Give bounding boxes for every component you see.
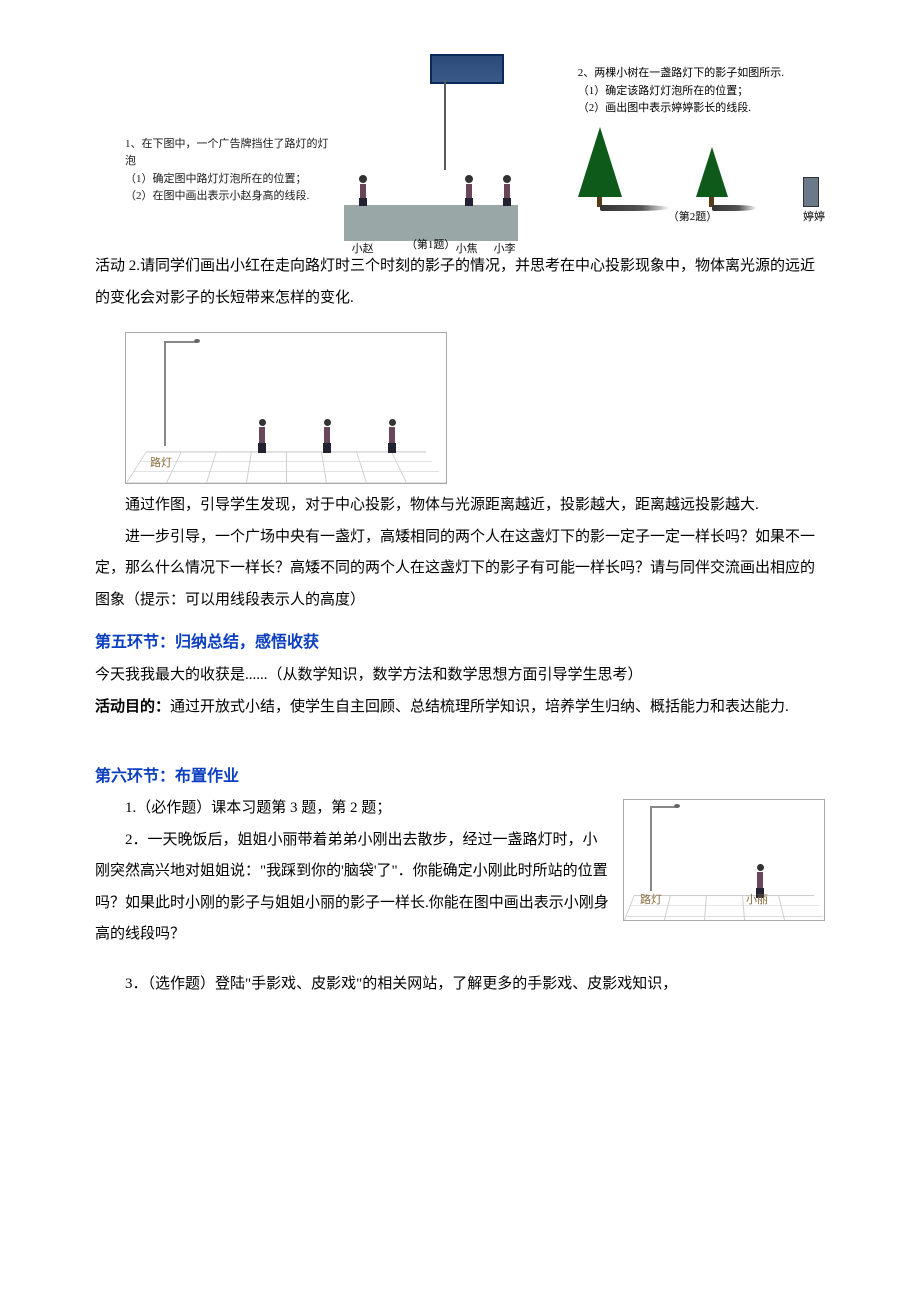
- prob2-line2: （1）确定该路灯灯泡所在的位置；: [578, 83, 798, 101]
- label-xiaoli: 小丽: [746, 889, 768, 912]
- sec5-line1: 今天我我最大的收获是......（从数学知识，数学方法和数学思想方面引导学生思考…: [95, 660, 825, 692]
- summary-para-2: 进一步引导，一个广场中央有一盏灯，高矮相同的两个人在这盏灯下的影一定子一定一样长…: [95, 522, 825, 617]
- streetlamp-small-icon: [650, 806, 652, 891]
- tree-large-icon: [578, 127, 622, 207]
- figure-2: 2、两棵小树在一盏路灯下的影子如图所示. （1）确定该路灯灯泡所在的位置； （2…: [578, 71, 825, 241]
- prob2-line3: （2）画出图中表示婷婷影长的线段.: [578, 100, 798, 118]
- figure-1-caption: （第1题）: [344, 234, 518, 257]
- homework-wrap: 1.（必作题）课本习题第 3 题，第 2 题； 2．一天晚饭后，姐姐小丽带着弟弟…: [95, 793, 825, 951]
- spacer-2: [95, 951, 825, 969]
- billboard-icon: [430, 54, 504, 84]
- shadow-2-icon: [712, 205, 757, 211]
- walker-2-icon: [321, 419, 333, 453]
- goal-text: 通过开放式小结，使学生自主回顾、总结梳理所学知识，培养学生归纳、概括能力和表达能…: [170, 699, 789, 715]
- summary-para-1: 通过作图，引导学生发现，对于中心投影，物体与光源距离越近，投影越大，距离越远投影…: [95, 490, 825, 522]
- hw-2: 2．一天晚饭后，姐姐小丽带着弟弟小刚出去散步，经过一盏路灯时，小刚突然高兴地对姐…: [95, 825, 609, 951]
- figure-walk: 路灯: [125, 332, 447, 484]
- figure-1: 小赵 小焦 小李 （第1题）: [344, 60, 518, 241]
- walker-1-icon: [256, 419, 268, 453]
- homework-text: 1.（必作题）课本习题第 3 题，第 2 题； 2．一天晚饭后，姐姐小丽带着弟弟…: [95, 793, 609, 951]
- goal-label: 活动目的：: [95, 698, 170, 715]
- figure-2-caption: （第2题）: [668, 206, 718, 229]
- spacer: [95, 724, 825, 750]
- prob1-line2: （1）确定图中路灯灯泡所在的位置；: [125, 171, 336, 189]
- sec5-goal-line: 活动目的：通过开放式小结，使学生自主回顾、总结梳理所学知识，培养学生归纳、概括能…: [95, 691, 825, 724]
- lamp-box-icon: [803, 177, 819, 207]
- lamp-label-2: 路灯: [640, 889, 662, 912]
- section-6-head: 第六环节：布置作业: [95, 760, 825, 794]
- prob1-line3: （2）在图中画出表示小赵身高的线段.: [125, 188, 336, 206]
- prob2-line1: 2、两棵小树在一盏路灯下的影子如图所示.: [578, 65, 798, 83]
- shadow-1-icon: [600, 205, 670, 211]
- streetlamp-icon: [164, 341, 166, 446]
- person-jiao-icon: [464, 175, 474, 205]
- prob1-line1: 1、在下图中，一个广告牌挡住了路灯的灯泡: [125, 136, 336, 171]
- problem-1-text: 1、在下图中，一个广告牌挡住了路灯的灯泡 （1）确定图中路灯灯泡所在的位置； （…: [95, 136, 336, 206]
- person-zhao-icon: [358, 175, 368, 205]
- pole-icon: [444, 80, 446, 170]
- lamp-label: 路灯: [150, 452, 172, 475]
- floor-grid-icon: [126, 452, 446, 483]
- person-li-icon: [502, 175, 512, 205]
- hw-3: 3．（选作题）登陆"手影戏、皮影戏"的相关网站，了解更多的手影戏、皮影戏知识，: [95, 969, 825, 1001]
- problems-row: 1、在下图中，一个广告牌挡住了路灯的灯泡 （1）确定图中路灯灯泡所在的位置； （…: [95, 60, 825, 241]
- tree-small-icon: [696, 147, 728, 207]
- walker-3-icon: [386, 419, 398, 453]
- label-tingting: 婷婷: [803, 206, 825, 229]
- figure-homework: 路灯 小丽: [623, 799, 825, 921]
- hw-1: 1.（必作题）课本习题第 3 题，第 2 题；: [95, 793, 609, 825]
- problem-2-text: 2、两棵小树在一盏路灯下的影子如图所示. （1）确定该路灯灯泡所在的位置； （2…: [578, 65, 798, 118]
- section-5-head: 第五环节：归纳总结，感悟收获: [95, 626, 825, 660]
